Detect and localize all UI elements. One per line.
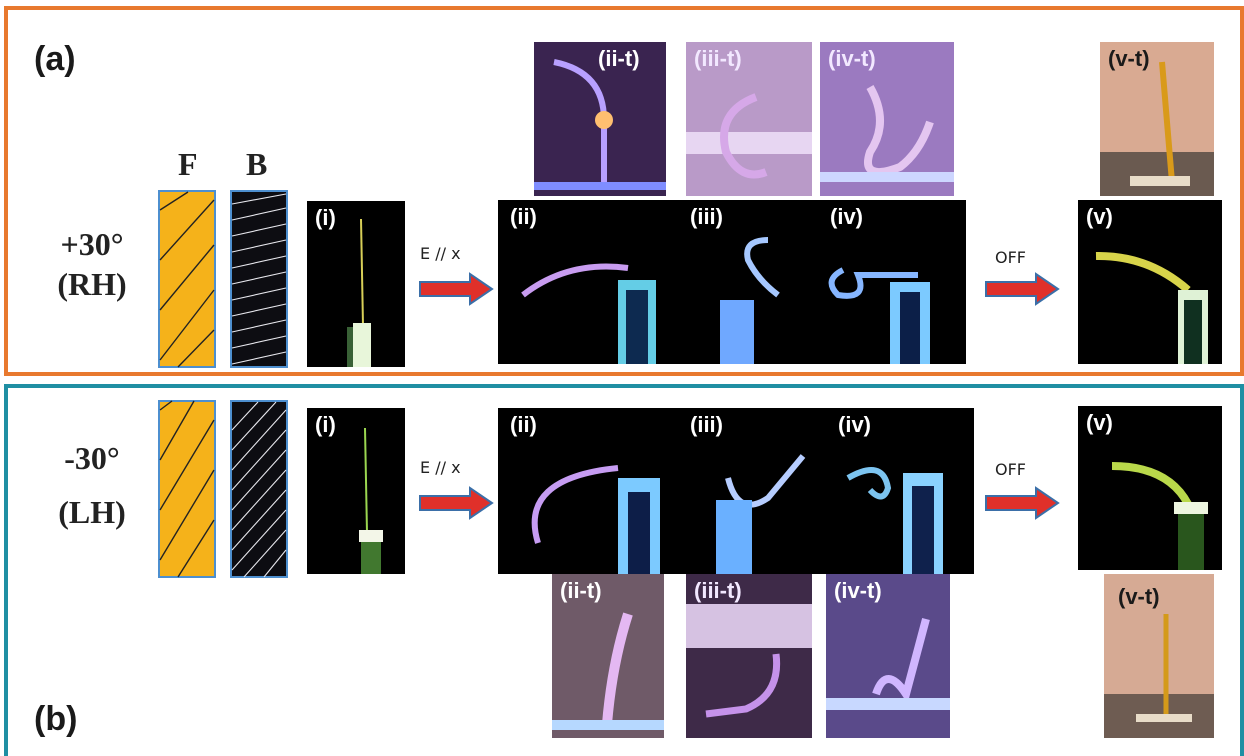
tag-i-b: (i): [315, 412, 336, 437]
tag-v-t-a: (v-t): [1108, 46, 1150, 71]
angle-label-a: +30°: [60, 226, 124, 262]
front-fiber-schematic-a: [158, 190, 216, 368]
tag-iv-b: (iv): [838, 412, 871, 437]
tag-i-a: (i): [315, 205, 336, 230]
photo-ii-t-b: (ii-t): [552, 574, 664, 738]
panel-b-label: (b): [34, 700, 78, 738]
photo-i-b: (i): [307, 408, 405, 574]
off-arrow-b: [985, 486, 1060, 520]
tag-iv-t-a: (iv-t): [828, 46, 876, 71]
field-arrow-a: [419, 272, 494, 306]
back-fiber-schematic-a: [230, 190, 288, 368]
tag-v-t-b: (v-t): [1118, 584, 1160, 609]
tag-iii-t-a: (iii-t): [694, 46, 742, 71]
photo-iii-t-a: (iii-t): [686, 42, 812, 196]
tag-v-b: (v): [1086, 410, 1113, 435]
tag-v-a: (v): [1086, 204, 1113, 229]
front-fiber-schematic-b: [158, 400, 216, 578]
tag-ii-b: (ii): [510, 412, 537, 437]
tag-iii-b: (iii): [690, 412, 723, 437]
photo-strip-ii-iv-b: (ii) (iii) (iv): [498, 408, 974, 574]
angle-label-b: -30°: [64, 440, 120, 476]
photo-v-b: (v): [1078, 406, 1222, 570]
tag-iv-a: (iv): [830, 204, 863, 229]
photo-v-t-a: (v-t): [1100, 42, 1214, 196]
tag-iii-a: (iii): [690, 204, 723, 229]
photo-iv-t-b: (iv-t): [826, 574, 950, 738]
off-label-a: OFF: [995, 248, 1026, 267]
tag-ii-t-a: (ii-t): [598, 46, 640, 71]
photo-iii-t-b: (iii-t): [686, 574, 812, 738]
handedness-label-b: (LH): [58, 494, 126, 530]
photo-v-t-b: (v-t): [1104, 574, 1214, 738]
off-arrow-a: [985, 272, 1060, 306]
field-label-b: E // x: [420, 458, 461, 477]
photo-iv-t-a: (iv-t): [820, 42, 954, 196]
tag-ii-t-b: (ii-t): [560, 578, 602, 603]
photo-i-a: (i): [307, 201, 405, 367]
panel-a-label: (a): [34, 40, 76, 78]
back-label: B: [246, 146, 268, 182]
front-label: F: [178, 146, 198, 182]
tag-iii-t-b: (iii-t): [694, 578, 742, 603]
photo-ii-t-a: (ii-t): [534, 42, 666, 196]
photo-v-a: (v): [1078, 200, 1222, 364]
panel-a-frame: [4, 6, 1244, 376]
photo-strip-ii-iv-a: (ii) (iii) (iv): [498, 200, 966, 364]
field-label-a: E // x: [420, 244, 461, 263]
off-label-b: OFF: [995, 460, 1026, 479]
tag-iv-t-b: (iv-t): [834, 578, 882, 603]
back-fiber-schematic-b: [230, 400, 288, 578]
field-arrow-b: [419, 486, 494, 520]
panel-b-frame: [4, 384, 1244, 756]
handedness-label-a: (RH): [57, 266, 127, 302]
tag-ii-a: (ii): [510, 204, 537, 229]
